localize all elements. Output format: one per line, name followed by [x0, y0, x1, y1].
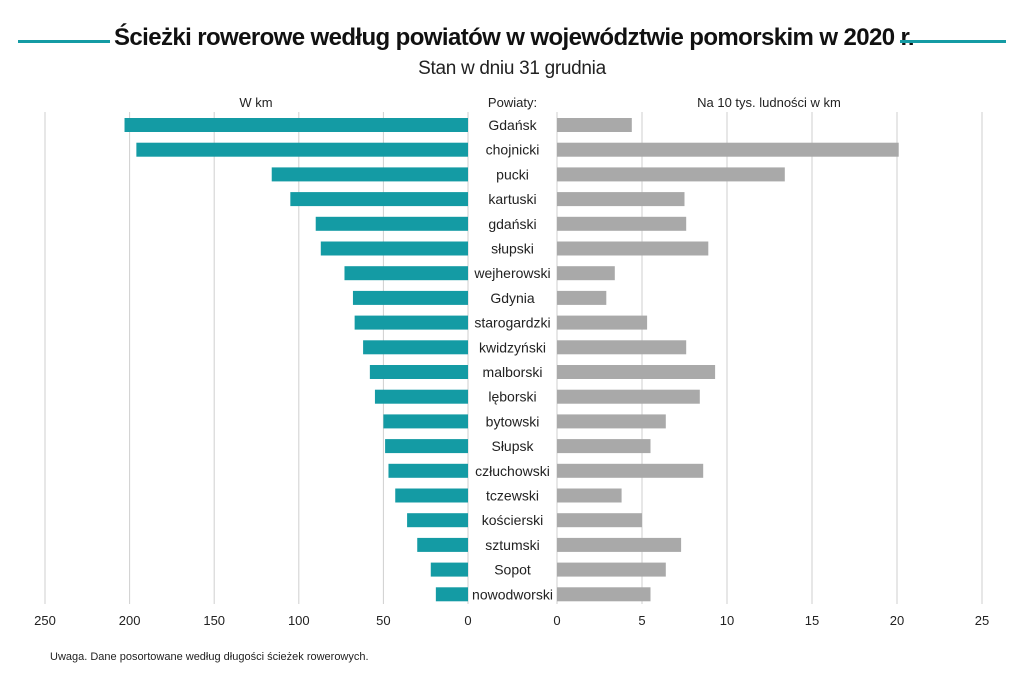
- category-label: Gdynia: [490, 290, 535, 306]
- category-label: chojnicki: [486, 142, 540, 158]
- right-bar: [557, 216, 687, 231]
- category-label: wejherowski: [473, 265, 550, 281]
- right-axis-tick-label: 5: [638, 613, 645, 628]
- right-bar: [557, 389, 700, 404]
- left-axis-tick-label: 250: [34, 613, 56, 628]
- right-bar: [557, 537, 682, 552]
- right-bar: [557, 463, 704, 478]
- left-bar: [369, 365, 468, 379]
- footnote: Uwaga. Dane posortowane według długości …: [50, 651, 369, 663]
- left-bar: [430, 562, 468, 577]
- left-bar: [354, 315, 468, 330]
- left-axis-tick-label: 150: [203, 613, 225, 628]
- left-bar: [352, 290, 468, 305]
- category-label: kwidzyński: [479, 339, 546, 355]
- right-series-header: Na 10 tys. ludności w km: [697, 95, 841, 110]
- category-label: człuchowski: [475, 463, 550, 479]
- right-bar: [557, 290, 607, 305]
- left-series-header: W km: [239, 95, 272, 110]
- right-axis-tick-label: 15: [805, 613, 819, 628]
- right-bar: [557, 167, 785, 182]
- category-label: starogardzki: [474, 315, 550, 331]
- right-bar: [557, 266, 615, 281]
- category-label: bytowski: [486, 413, 540, 429]
- left-bar: [435, 587, 468, 602]
- right-axis-tick-label: 20: [890, 613, 904, 628]
- left-bar: [388, 463, 468, 478]
- title-rule-left: [18, 40, 110, 43]
- category-label: kartuski: [488, 191, 536, 207]
- title-rule-right: [900, 40, 1006, 43]
- category-label: tczewski: [486, 488, 539, 504]
- left-bar: [385, 439, 468, 454]
- bars: [124, 118, 899, 602]
- left-bar: [320, 241, 468, 256]
- left-bar: [417, 537, 468, 552]
- right-bar: [557, 365, 716, 379]
- right-axis-tick-label: 10: [720, 613, 734, 628]
- category-label: nowodworski: [472, 586, 553, 602]
- right-bar: [557, 192, 685, 207]
- category-label: lęborski: [488, 389, 536, 405]
- right-bar: [557, 241, 709, 256]
- chart-title: Ścieżki rowerowe według powiatów w wojew…: [114, 24, 915, 51]
- left-axis-tick-label: 0: [464, 613, 471, 628]
- left-bar: [271, 167, 468, 182]
- left-bar: [383, 414, 468, 429]
- left-bar: [374, 389, 468, 404]
- left-bar: [395, 488, 468, 503]
- category-label: sztumski: [485, 537, 539, 553]
- right-bar: [557, 414, 666, 429]
- left-bar: [124, 118, 469, 132]
- category-label: gdański: [488, 216, 536, 232]
- right-axis-tick-label: 25: [975, 613, 989, 628]
- right-bar: [557, 587, 651, 602]
- left-bar: [136, 142, 469, 157]
- chart-subtitle: Stan w dniu 31 grudnia: [418, 58, 606, 79]
- left-bar: [344, 266, 468, 281]
- left-axis-tick-label: 50: [376, 613, 390, 628]
- right-bar: [557, 340, 687, 355]
- right-bar: [557, 439, 651, 454]
- labels: 250 200 150 100 50 0 0 5 10 15 20 25 W km Powiaty: Na …: [34, 95, 989, 628]
- left-bar: [290, 192, 468, 207]
- right-bar: [557, 513, 642, 528]
- left-axis-tick-label: 100: [288, 613, 310, 628]
- category-header: Powiaty:: [488, 95, 537, 110]
- right-bar: [557, 488, 622, 503]
- gridlines: [44, 112, 983, 604]
- right-bar: [557, 562, 666, 577]
- left-bar: [315, 216, 468, 231]
- left-bar: [407, 513, 468, 528]
- category-label: malborski: [483, 364, 543, 380]
- category-label: pucki: [496, 166, 529, 182]
- category-label: Słupsk: [491, 438, 534, 454]
- category-label: Gdańsk: [488, 117, 537, 133]
- right-axis-tick-label: 0: [553, 613, 560, 628]
- right-bar: [557, 118, 632, 132]
- category-label: Sopot: [494, 562, 531, 578]
- right-bar: [557, 315, 648, 330]
- left-axis-tick-label: 200: [119, 613, 141, 628]
- left-bar: [363, 340, 468, 355]
- category-label: kościerski: [482, 512, 543, 528]
- category-label: słupski: [491, 241, 534, 257]
- right-bar: [557, 142, 899, 157]
